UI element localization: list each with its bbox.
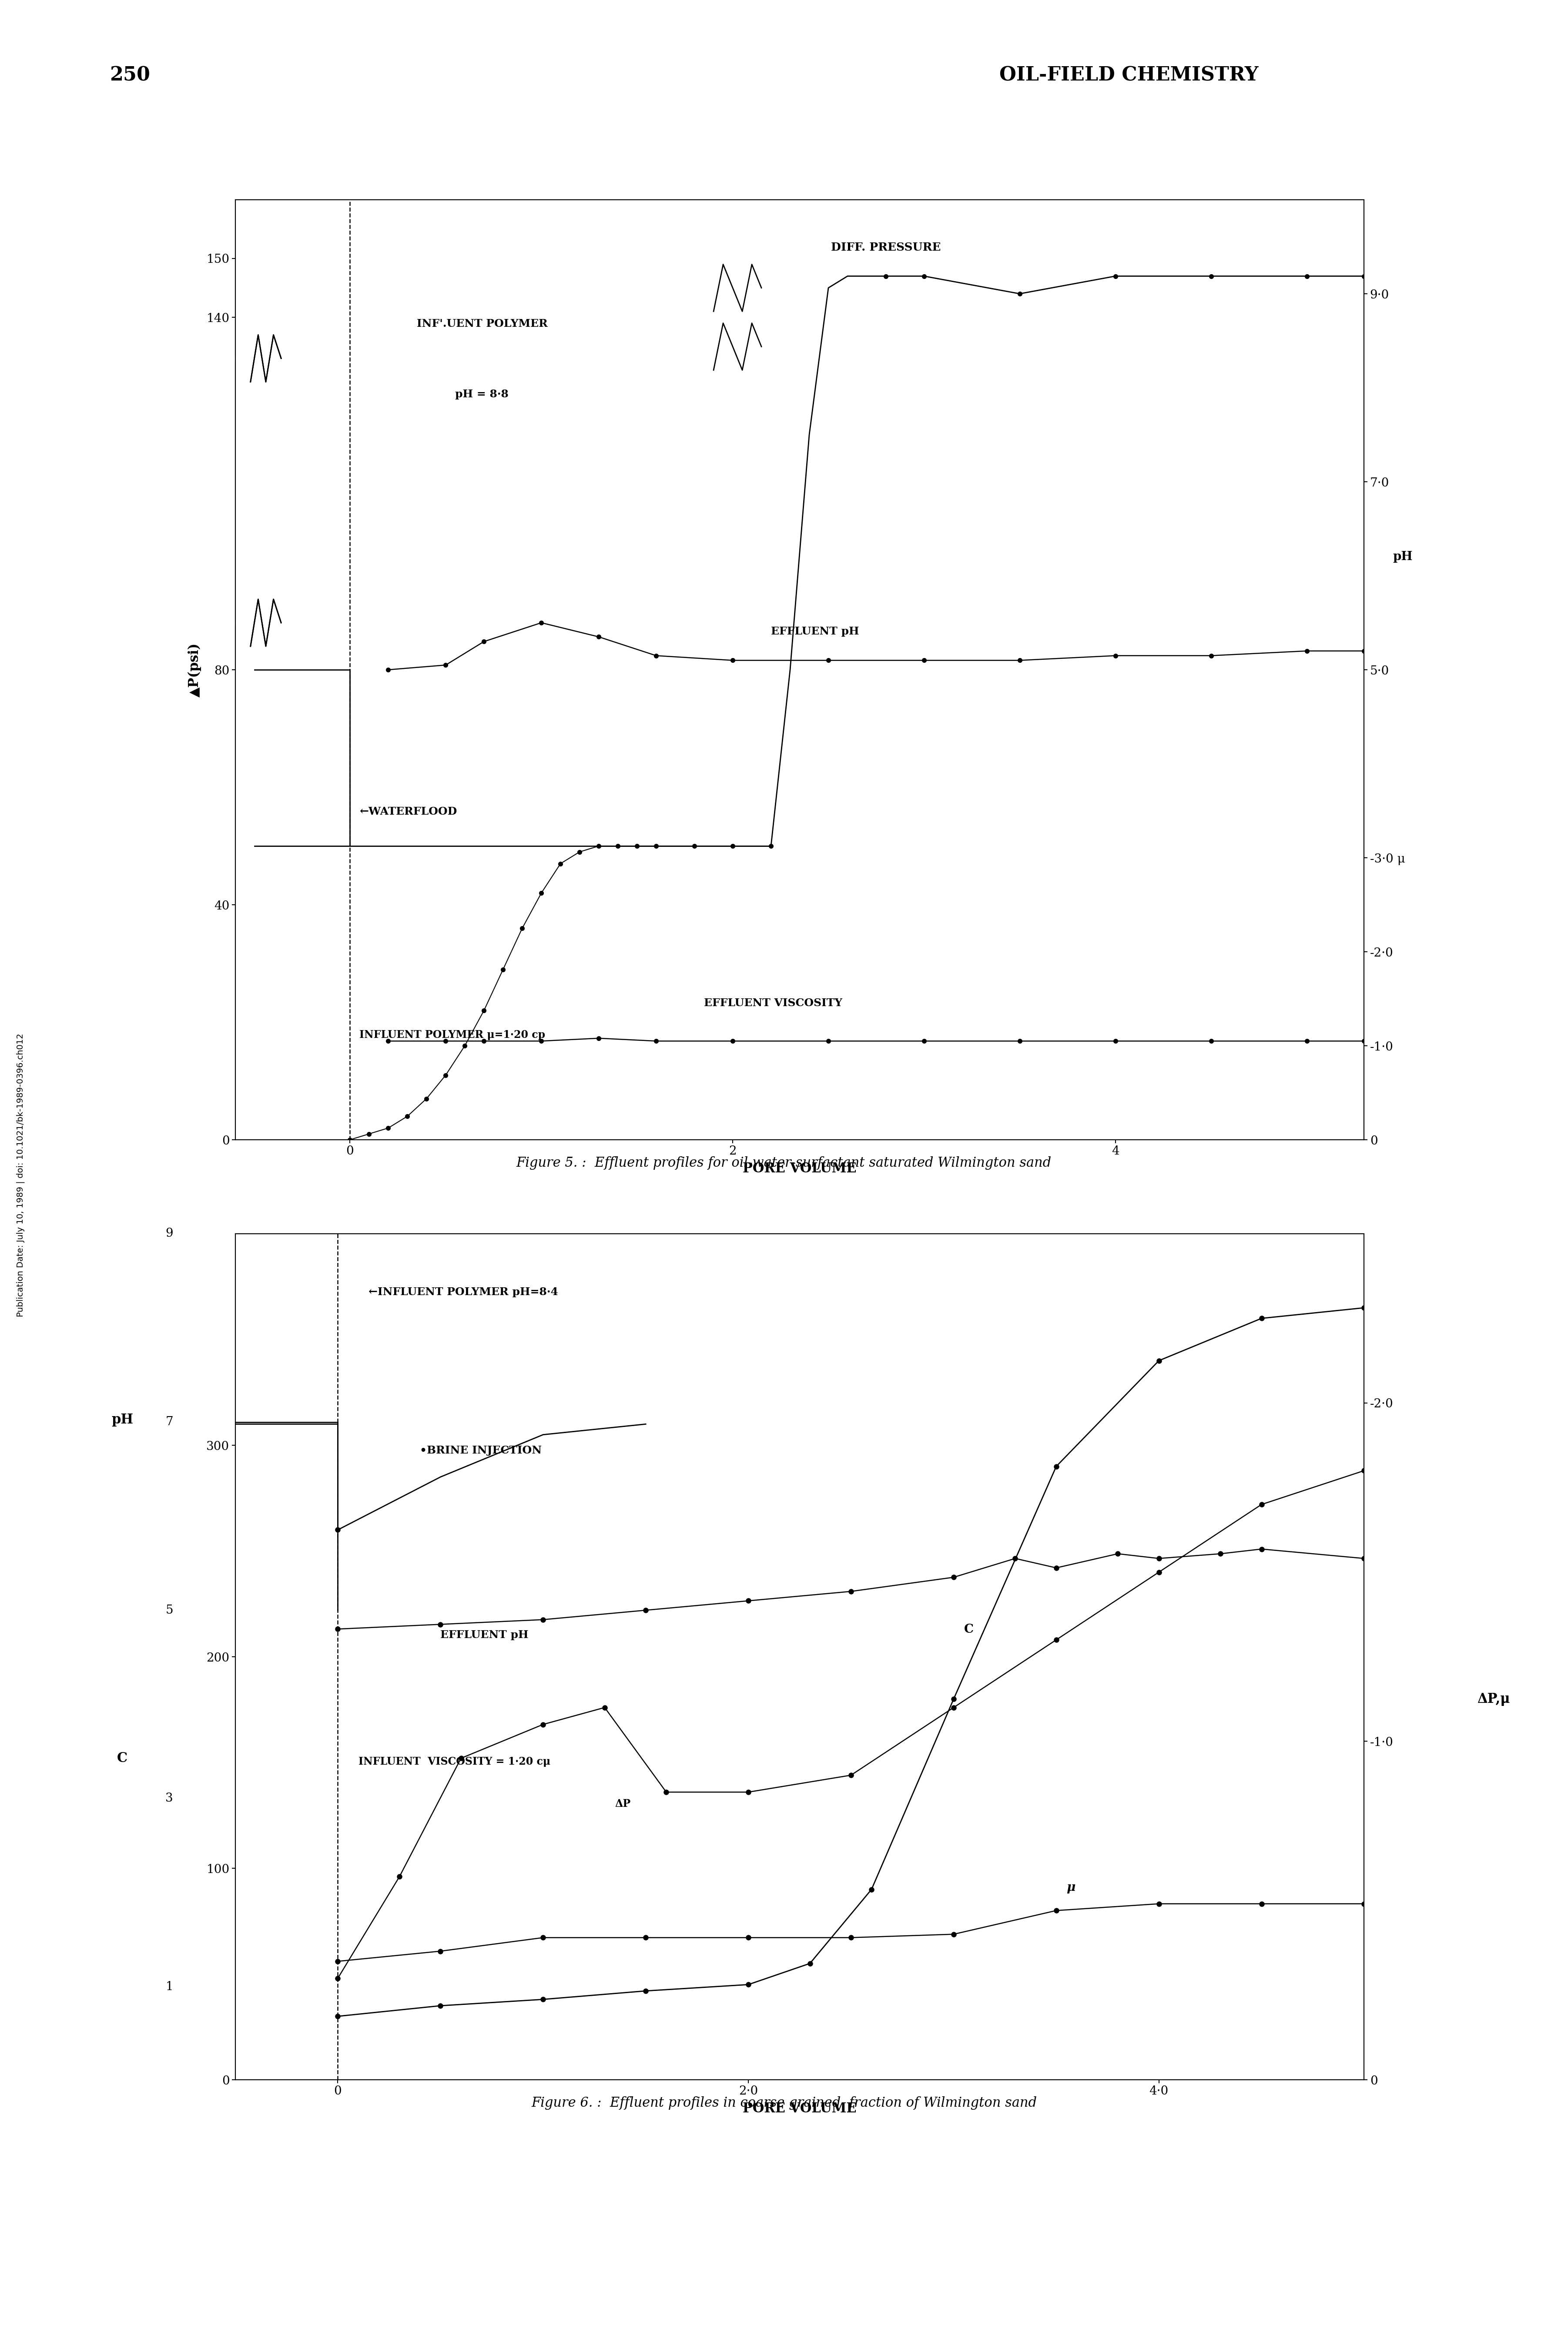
Text: ←WATERFLOOD: ←WATERFLOOD: [359, 806, 458, 818]
Text: INFLUENT POLYMER μ=1·20 cp: INFLUENT POLYMER μ=1·20 cp: [359, 1029, 546, 1039]
X-axis label: PORE VOLUME: PORE VOLUME: [743, 1163, 856, 1175]
Text: Figure 6. :  Effluent profiles in coarse grained  fraction of Wilmington sand: Figure 6. : Effluent profiles in coarse …: [532, 2096, 1036, 2110]
Text: pH: pH: [111, 1412, 133, 1426]
Text: EFFLUENT pH: EFFLUENT pH: [441, 1631, 528, 1640]
Text: 7: 7: [165, 1417, 172, 1429]
Text: 250: 250: [110, 66, 151, 85]
Text: 5: 5: [166, 1605, 172, 1617]
Text: C: C: [964, 1624, 974, 1636]
Text: EFFLUENT VISCOSITY: EFFLUENT VISCOSITY: [704, 999, 842, 1008]
Text: C: C: [118, 1751, 127, 1765]
Y-axis label: ▲P(psi): ▲P(psi): [188, 642, 202, 698]
Text: •BRINE INJECTION: •BRINE INJECTION: [420, 1445, 543, 1457]
Text: pH: pH: [1392, 552, 1413, 564]
Text: 1: 1: [165, 1981, 172, 1993]
X-axis label: PORE VOLUME: PORE VOLUME: [743, 2103, 856, 2115]
Text: INF'.UENT POLYMER: INF'.UENT POLYMER: [417, 320, 547, 329]
Text: ΔP: ΔP: [615, 1798, 630, 1810]
Text: Figure 5. :  Effluent profiles for oil-water-surfactant saturated Wilmington san: Figure 5. : Effluent profiles for oil-wa…: [516, 1156, 1052, 1170]
Text: INFLUENT  VISCOSITY = 1·20 cμ: INFLUENT VISCOSITY = 1·20 cμ: [359, 1755, 550, 1767]
Text: ←INFLUENT POLYMER pH=8·4: ←INFLUENT POLYMER pH=8·4: [368, 1288, 558, 1297]
Text: EFFLUENT pH: EFFLUENT pH: [771, 627, 859, 637]
Text: OIL-FIELD CHEMISTRY: OIL-FIELD CHEMISTRY: [999, 66, 1259, 85]
Text: μ: μ: [1066, 1882, 1076, 1894]
Text: pH = 8·8: pH = 8·8: [455, 390, 508, 400]
Text: DIFF. PRESSURE: DIFF. PRESSURE: [831, 242, 941, 254]
Text: Publication Date: July 10, 1989 | doi: 10.1021/bk-1989-0396.ch012: Publication Date: July 10, 1989 | doi: 1…: [16, 1034, 25, 1316]
Text: 9: 9: [166, 1227, 172, 1241]
Text: 3: 3: [166, 1793, 172, 1805]
Text: ΔP,μ: ΔP,μ: [1477, 1692, 1510, 1706]
